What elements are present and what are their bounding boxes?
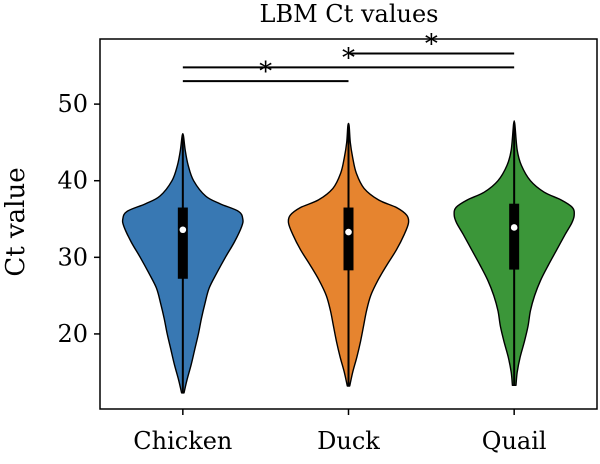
violin-median-dot (179, 226, 187, 234)
chart-title: LBM Ct values (260, 0, 439, 28)
x-tick-label: Chicken (133, 427, 232, 455)
x-tick-label: Quail (482, 427, 547, 455)
violin-median-dot (510, 224, 518, 231)
violin-chicken (121, 133, 244, 394)
violin-iqr-box (343, 207, 354, 271)
violin-median-dot (345, 228, 352, 236)
violins (121, 120, 575, 394)
violin-iqr-box (177, 207, 188, 279)
y-tick-label: 40 (57, 167, 88, 195)
significance-star: * (342, 43, 355, 73)
significance-star: * (425, 30, 438, 60)
y-tick-label: 20 (57, 320, 88, 348)
x-axis: Chicken Duck Quail (133, 409, 547, 455)
significance-brackets: * * * (182, 30, 515, 87)
y-tick-label: 30 (57, 243, 88, 271)
y-axis: 20 30 40 50 (57, 90, 100, 348)
y-tick-label: 50 (57, 90, 88, 118)
violin-duck (287, 122, 410, 387)
x-tick-label: Duck (317, 427, 380, 455)
plot-frame (99, 38, 598, 410)
violin-iqr-box (509, 203, 520, 270)
y-axis-label: Ct value (1, 167, 31, 276)
significance-star: * (259, 57, 272, 87)
violin-quail (453, 120, 575, 386)
